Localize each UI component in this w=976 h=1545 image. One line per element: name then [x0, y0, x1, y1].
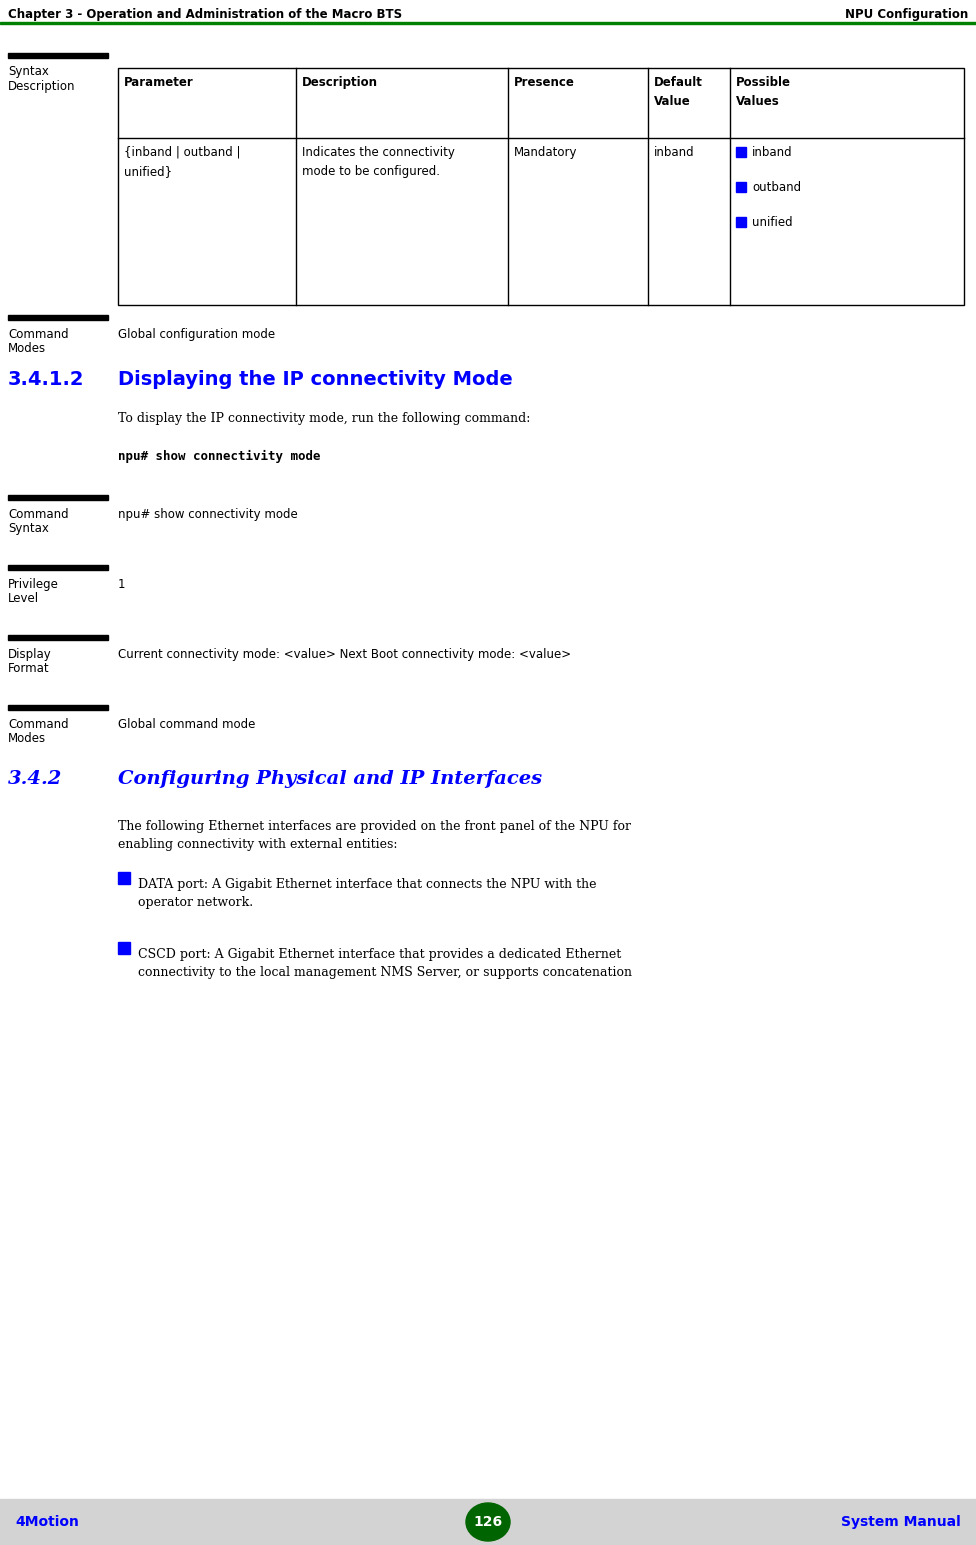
Text: Displaying the IP connectivity Mode: Displaying the IP connectivity Mode [118, 369, 512, 389]
Text: Default
Value: Default Value [654, 76, 703, 108]
Bar [8, 315, 108, 320]
Text: Description: Description [302, 76, 378, 90]
Text: inband: inband [654, 145, 695, 159]
Text: inband: inband [752, 145, 793, 159]
Text: Description: Description [8, 80, 75, 93]
Bar [118, 942, 130, 953]
Bar [8, 705, 108, 711]
Text: CSCD port: A Gigabit Ethernet interface that provides a dedicated Ethernet
conne: CSCD port: A Gigabit Ethernet interface … [138, 949, 632, 980]
Text: Parameter: Parameter [124, 76, 194, 90]
Bar [8, 494, 108, 501]
Bar [736, 182, 746, 192]
Bar [0, 1499, 976, 1545]
Bar [118, 68, 964, 304]
Text: Mandatory: Mandatory [514, 145, 578, 159]
Text: Chapter 3 - Operation and Administration of the Macro BTS: Chapter 3 - Operation and Administration… [8, 8, 402, 22]
Text: 1: 1 [118, 578, 126, 592]
Text: Modes: Modes [8, 341, 46, 355]
Text: Presence: Presence [514, 76, 575, 90]
Text: To display the IP connectivity mode, run the following command:: To display the IP connectivity mode, run… [118, 413, 530, 425]
Text: Privilege: Privilege [8, 578, 59, 592]
Ellipse shape [466, 1503, 510, 1540]
Bar [736, 147, 746, 158]
Text: DATA port: A Gigabit Ethernet interface that connects the NPU with the
operator : DATA port: A Gigabit Ethernet interface … [138, 878, 596, 908]
Text: System Manual: System Manual [841, 1516, 961, 1530]
Text: unified: unified [752, 216, 793, 229]
Text: Syntax: Syntax [8, 65, 49, 77]
Bar [8, 635, 108, 640]
Text: 3.4.2: 3.4.2 [8, 769, 62, 788]
Text: NPU Configuration: NPU Configuration [845, 8, 968, 22]
Bar [0, 22, 976, 25]
Text: Configuring Physical and IP Interfaces: Configuring Physical and IP Interfaces [118, 769, 542, 788]
Text: Level: Level [8, 592, 39, 606]
Text: {inband | outband |
unified}: {inband | outband | unified} [124, 145, 240, 178]
Text: Modes: Modes [8, 732, 46, 745]
Text: 3.4.1.2: 3.4.1.2 [8, 369, 85, 389]
Text: Format: Format [8, 661, 50, 675]
Text: Current connectivity mode: <value> Next Boot connectivity mode: <value>: Current connectivity mode: <value> Next … [118, 647, 571, 661]
Text: npu# show connectivity mode: npu# show connectivity mode [118, 508, 298, 521]
Text: 126: 126 [473, 1516, 503, 1530]
Text: The following Ethernet interfaces are provided on the front panel of the NPU for: The following Ethernet interfaces are pr… [118, 820, 631, 851]
Text: npu# show connectivity mode: npu# show connectivity mode [118, 450, 320, 464]
Text: Syntax: Syntax [8, 522, 49, 535]
Bar [8, 565, 108, 570]
Text: 4Motion: 4Motion [15, 1516, 79, 1530]
Text: Display: Display [8, 647, 52, 661]
Text: Command: Command [8, 508, 68, 521]
Text: Indicates the connectivity
mode to be configured.: Indicates the connectivity mode to be co… [302, 145, 455, 178]
Text: Possible
Values: Possible Values [736, 76, 791, 108]
Text: Global configuration mode: Global configuration mode [118, 328, 275, 341]
Text: outband: outband [752, 181, 801, 195]
Text: Command: Command [8, 718, 68, 731]
Text: Global command mode: Global command mode [118, 718, 256, 731]
Text: Command: Command [8, 328, 68, 341]
Bar [118, 871, 130, 884]
Bar [736, 216, 746, 227]
Bar [8, 53, 108, 59]
